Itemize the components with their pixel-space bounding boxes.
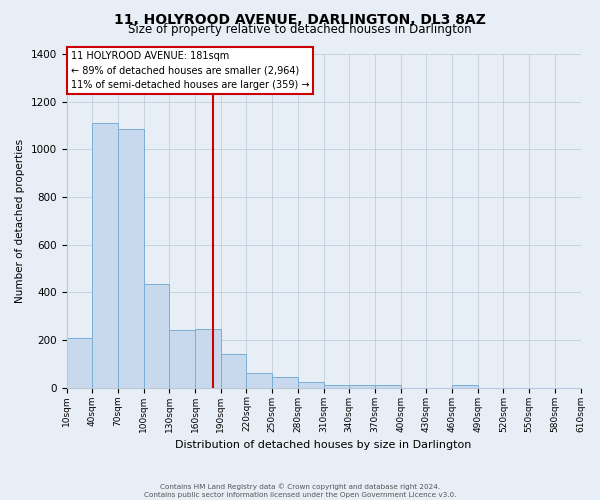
Y-axis label: Number of detached properties: Number of detached properties: [15, 139, 25, 303]
Bar: [92, 123, 118, 388]
Text: Size of property relative to detached houses in Darlington: Size of property relative to detached ho…: [128, 22, 472, 36]
Bar: [272, 377, 298, 388]
Bar: [221, 354, 247, 388]
Text: 11, HOLYROOD AVENUE, DARLINGTON, DL3 8AZ: 11, HOLYROOD AVENUE, DARLINGTON, DL3 8AZ: [114, 12, 486, 26]
Bar: [452, 385, 478, 388]
X-axis label: Distribution of detached houses by size in Darlington: Distribution of detached houses by size …: [175, 440, 472, 450]
Bar: [143, 284, 169, 388]
Bar: [67, 338, 92, 388]
Bar: [349, 386, 375, 388]
Bar: [323, 386, 349, 388]
Bar: [247, 374, 272, 388]
Bar: [375, 386, 401, 388]
Bar: [118, 129, 143, 388]
Bar: [298, 382, 323, 388]
Bar: [169, 330, 195, 388]
Text: 11 HOLYROOD AVENUE: 181sqm
← 89% of detached houses are smaller (2,964)
11% of s: 11 HOLYROOD AVENUE: 181sqm ← 89% of deta…: [71, 51, 310, 90]
Text: Contains HM Land Registry data © Crown copyright and database right 2024.
Contai: Contains HM Land Registry data © Crown c…: [144, 483, 456, 498]
Bar: [195, 330, 221, 388]
